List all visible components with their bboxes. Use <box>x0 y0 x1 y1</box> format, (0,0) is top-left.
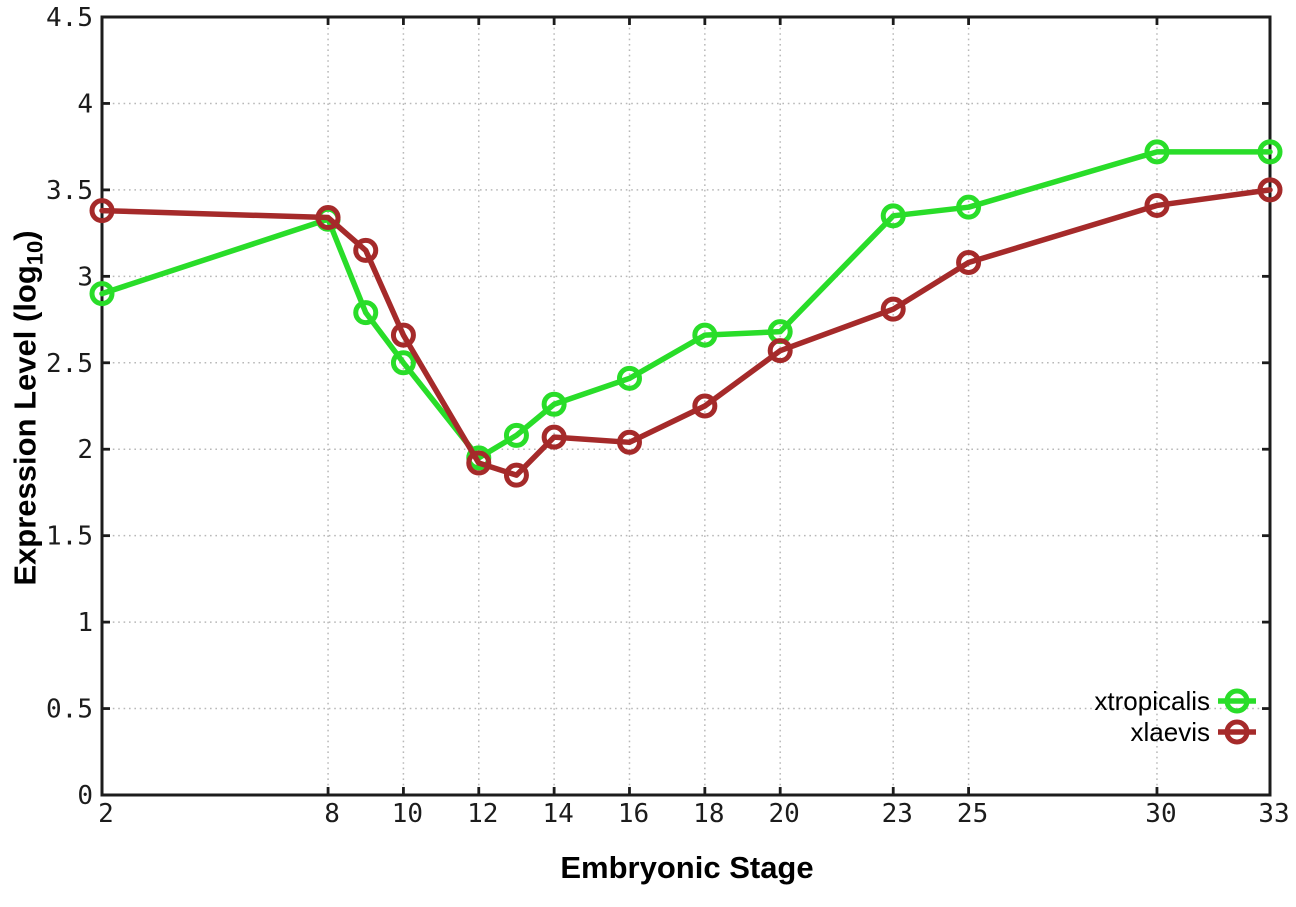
gridlines <box>101 16 1271 796</box>
y-axis-title-subscript: 10 <box>22 240 48 266</box>
series-marker-xlaevis <box>880 296 906 322</box>
legend-marker-xlaevis <box>1224 719 1250 745</box>
series-xtropicalis <box>89 139 1283 471</box>
series-marker-xlaevis <box>315 205 341 231</box>
legend-entry-xtropicalis: xtropicalis <box>1094 686 1256 716</box>
legend-entry-xlaevis: xlaevis <box>1131 717 1256 747</box>
series-marker-xtropicalis <box>541 391 567 417</box>
series-marker-xlaevis <box>1257 177 1283 203</box>
x-tick-label: 18 <box>693 799 724 829</box>
series-marker-xlaevis <box>390 322 416 348</box>
series-marker-xlaevis <box>353 237 379 263</box>
series-marker-xlaevis <box>616 429 642 455</box>
y-tick-label: 2 <box>77 435 93 465</box>
series-marker-xtropicalis <box>1257 139 1283 165</box>
x-tick-label: 23 <box>882 799 913 829</box>
y-tick-label: 0 <box>77 781 93 811</box>
series-marker-xtropicalis <box>616 365 642 391</box>
x-tick-label: 16 <box>618 799 649 829</box>
y-axis-title-text: Expression Level (log <box>7 265 43 586</box>
series-xlaevis <box>89 177 1283 488</box>
legend-label-xlaevis: xlaevis <box>1131 717 1210 747</box>
series-marker-xlaevis <box>541 424 567 450</box>
plot-border <box>100 15 1272 797</box>
series-marker-xtropicalis <box>89 281 115 307</box>
x-axis-title: Embryonic Stage <box>560 850 814 885</box>
series-marker-xlaevis <box>767 338 793 364</box>
series-marker-xlaevis <box>89 198 115 224</box>
x-tick-label: 8 <box>324 799 340 829</box>
x-tick-label: 14 <box>542 799 573 829</box>
y-tick-label: 0.5 <box>46 695 93 725</box>
series-marker-xlaevis <box>503 462 529 488</box>
series-marker-xtropicalis <box>353 300 379 326</box>
x-tick-label: 12 <box>467 799 498 829</box>
y-tick-label: 4 <box>77 89 93 119</box>
series-marker-xlaevis <box>1144 192 1170 218</box>
series-marker-xtropicalis <box>956 194 982 220</box>
y-tick-label: 3.5 <box>46 176 93 206</box>
x-tick-labels: 2 8 10 12 14 16 18 20 23 25 30 33 <box>98 799 1289 829</box>
x-tick-label: 2 <box>98 799 114 829</box>
y-axis-title: Expression Level (log10) <box>8 230 49 585</box>
legend-label-xtropicalis: xtropicalis <box>1094 686 1210 716</box>
legend-marker-xtropicalis <box>1224 688 1250 714</box>
series-line-xlaevis <box>99 187 1273 478</box>
x-tick-label: 33 <box>1258 799 1289 829</box>
tick-marks <box>100 15 1272 797</box>
x-tick-label: 30 <box>1145 799 1176 829</box>
x-tick-label: 10 <box>392 799 423 829</box>
y-tick-label: 4.5 <box>46 3 93 33</box>
series-marker-xlaevis <box>956 250 982 276</box>
y-tick-label: 1.5 <box>46 522 93 552</box>
series-marker-xlaevis <box>466 450 492 476</box>
series-marker-xtropicalis <box>880 203 906 229</box>
y-axis-title-suffix: ) <box>7 230 43 241</box>
y-tick-label: 1 <box>77 608 93 638</box>
series-marker-xtropicalis <box>503 422 529 448</box>
series-line-xtropicalis <box>99 149 1273 461</box>
y-tick-label: 2.5 <box>46 349 93 379</box>
y-tick-labels: 0 0.5 1 1.5 2 2.5 3 3.5 4 4.5 <box>46 3 93 811</box>
series-marker-xtropicalis <box>1144 139 1170 165</box>
series-marker-xtropicalis <box>390 350 416 376</box>
x-tick-label: 20 <box>769 799 800 829</box>
x-tick-label: 25 <box>957 799 988 829</box>
y-tick-label: 3 <box>77 262 93 292</box>
series-marker-xlaevis <box>692 393 718 419</box>
series-marker-xtropicalis <box>692 322 718 348</box>
